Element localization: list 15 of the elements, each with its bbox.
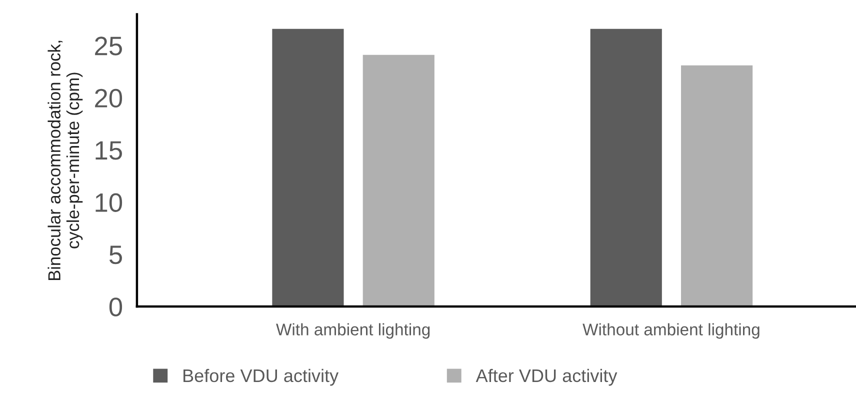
legend-label: After VDU activity [476,368,618,386]
bar [362,54,434,307]
y-tick-label: 25 [95,36,122,56]
x-tick-label: Without ambient lighting [582,323,760,339]
bar [272,28,344,307]
bar [590,28,662,307]
y-tick-label: 0 [109,298,122,316]
legend-label: Before VDU activity [184,368,339,386]
y-tick-label: 20 [95,88,122,108]
y-axis-title: Binocular accommodation rock, cycle-per-minute (cpm) [48,40,83,280]
y-tick-label: 15 [96,141,122,160]
y-tick-label: 5 [109,246,122,264]
y-tick-label: 10 [96,193,122,212]
x-tick-label: With ambient lighting [276,323,430,339]
bar [681,65,753,307]
